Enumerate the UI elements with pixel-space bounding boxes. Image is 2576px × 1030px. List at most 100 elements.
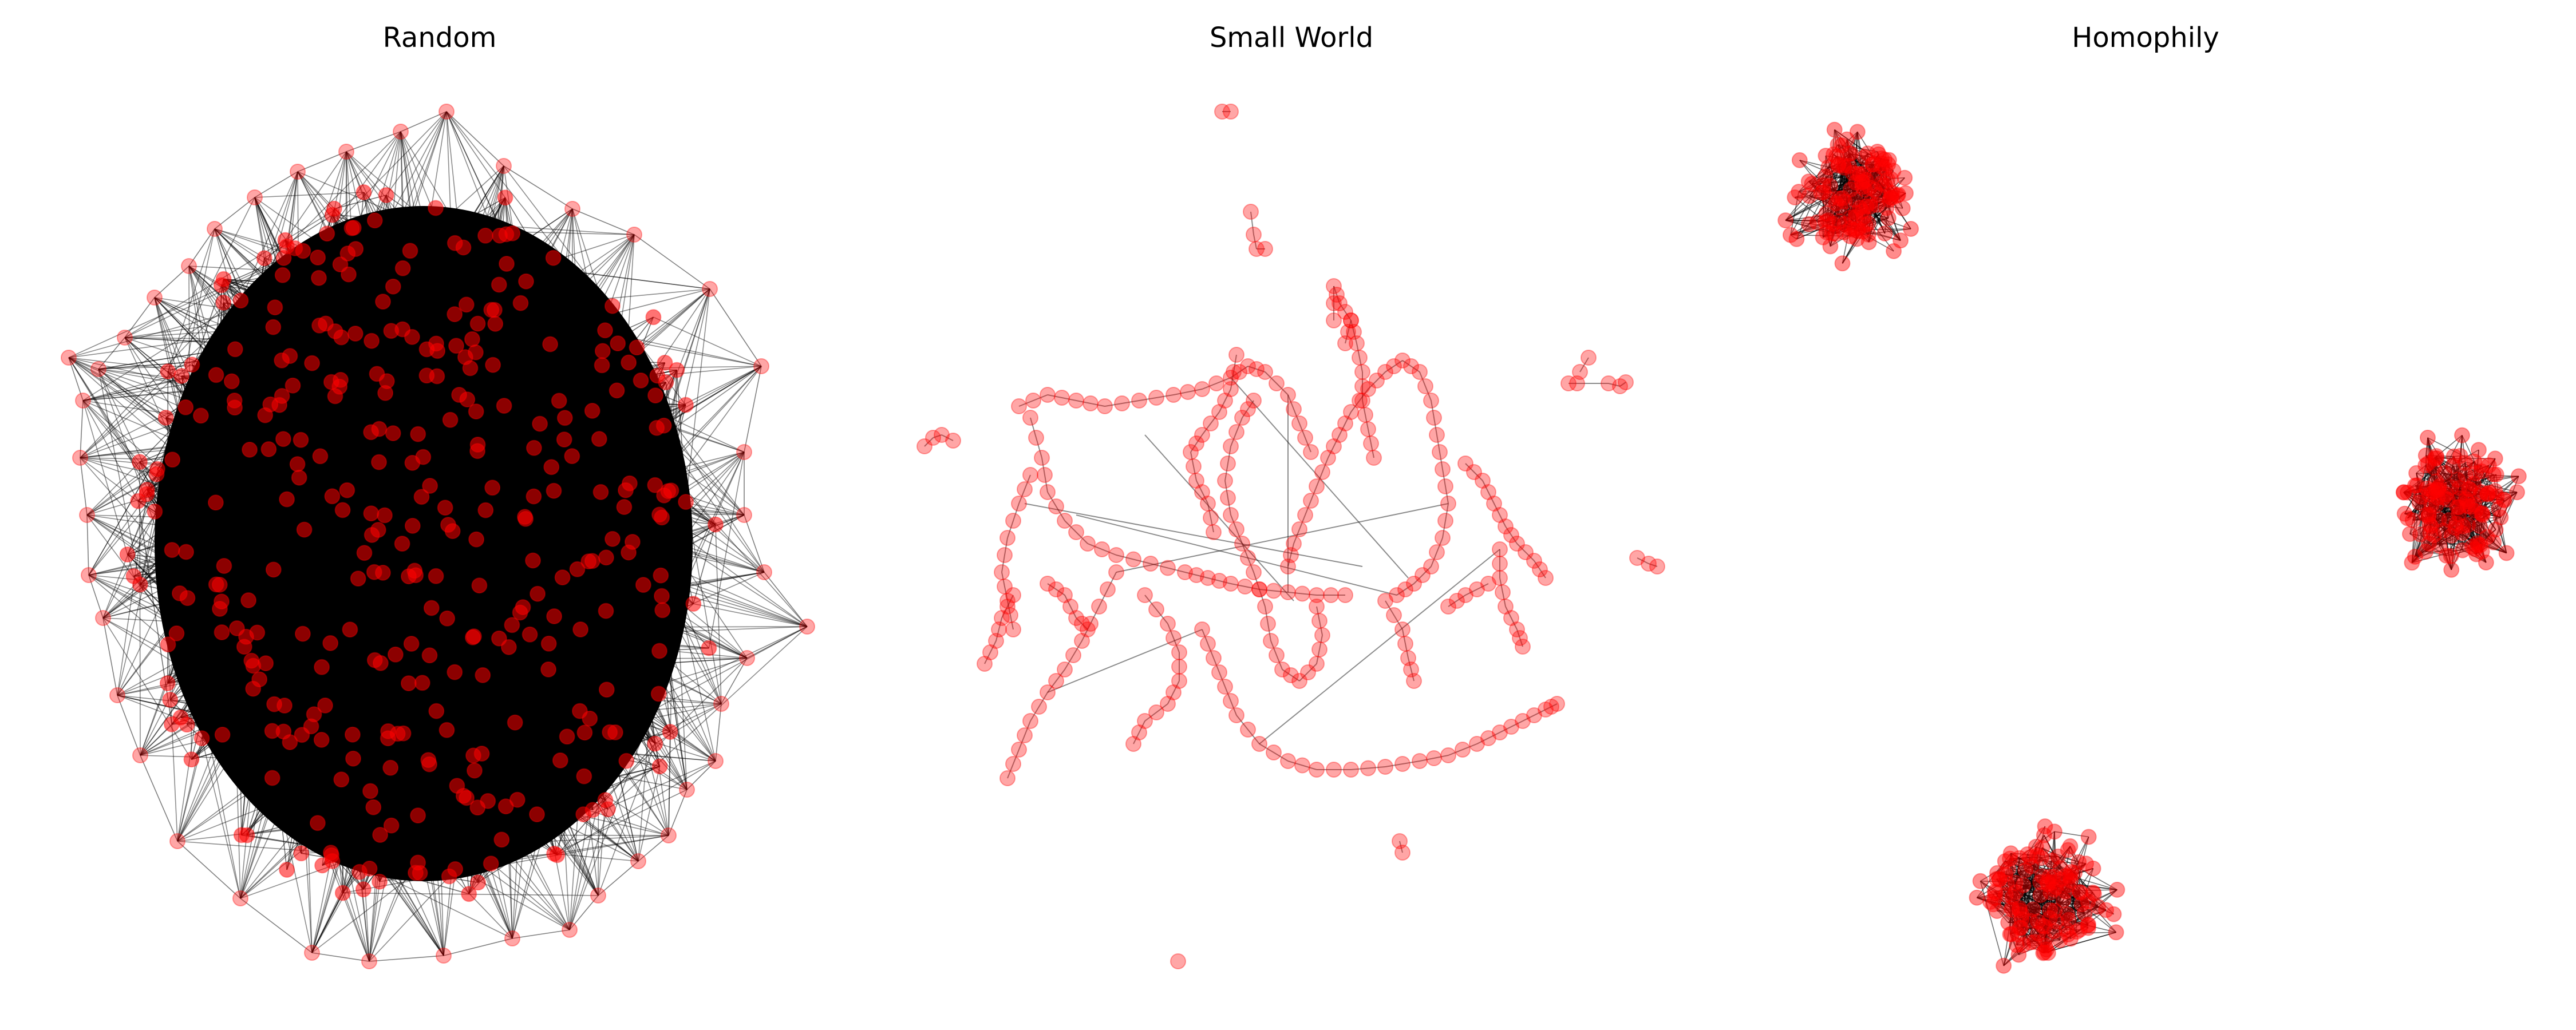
graph-node <box>1206 524 1222 540</box>
graph-node <box>1601 375 1617 391</box>
graph-edge <box>638 766 661 862</box>
graph-node <box>1581 350 1597 366</box>
graph-edge <box>201 738 241 899</box>
graph-node <box>147 503 163 520</box>
graph-node <box>1343 762 1359 778</box>
graph-edge <box>1850 228 1911 237</box>
graph-node <box>245 680 262 697</box>
graph-node <box>2055 892 2072 908</box>
graph-node <box>1469 736 1485 752</box>
graph-node <box>572 621 589 637</box>
graph-node <box>1274 661 1290 678</box>
graph-node <box>1082 616 1099 632</box>
graph-edge <box>1224 446 1231 481</box>
graph-edge <box>693 524 716 604</box>
graph-node <box>1040 576 1056 592</box>
graph-node <box>576 768 592 785</box>
graph-node <box>1148 704 1164 720</box>
graph-node <box>1234 410 1250 426</box>
graph-node <box>1188 567 1204 583</box>
graph-node <box>400 675 417 692</box>
graph-edge <box>1047 492 1065 521</box>
graph-node <box>2037 918 2053 935</box>
graph-node <box>1440 496 1456 512</box>
graph-node <box>1186 458 1202 474</box>
graph-node <box>556 431 572 448</box>
graph-node <box>1406 673 1422 689</box>
graph-node <box>1170 953 1186 969</box>
graph-node <box>626 227 642 243</box>
graph-edge <box>744 366 762 453</box>
graph-edge <box>1030 692 1048 722</box>
graph-node <box>1108 547 1124 563</box>
graph-node <box>468 531 485 548</box>
graph-node <box>1864 156 1881 173</box>
graph-edge <box>1299 423 1311 453</box>
graph-node <box>491 630 507 647</box>
graph-node <box>1492 556 1508 572</box>
random-dense-core <box>155 206 693 881</box>
graph-edge <box>1099 572 1117 607</box>
graph-edge <box>1144 434 1294 601</box>
graph-node <box>1435 461 1451 477</box>
graph-node <box>403 636 420 652</box>
graph-edge <box>240 898 313 953</box>
graph-edge <box>1001 537 1008 573</box>
graph-node <box>394 260 411 276</box>
graph-node <box>1040 484 1056 500</box>
graph-node <box>1194 621 1210 637</box>
graph-node <box>289 456 306 473</box>
graph-node <box>662 724 678 740</box>
graph-node <box>654 588 670 604</box>
graph-node <box>530 585 546 602</box>
graph-node <box>549 847 566 863</box>
graph-node <box>2478 554 2494 571</box>
graph-node <box>207 221 223 237</box>
panel-homophily: Homophily <box>1777 22 2527 974</box>
graph-node <box>468 403 484 420</box>
graph-node <box>756 564 772 580</box>
graph-node <box>239 827 255 843</box>
graph-edge <box>668 731 671 836</box>
graph-edge <box>1202 411 1220 435</box>
graph-edge <box>1448 595 1466 607</box>
graph-edge <box>1041 457 1048 493</box>
graph-node <box>493 831 510 848</box>
graph-node <box>1377 593 1393 609</box>
graph-node <box>275 723 292 740</box>
graph-edge <box>933 434 942 438</box>
graph-node <box>1251 581 1267 597</box>
graph-node <box>484 480 501 496</box>
graph-edge <box>214 197 255 229</box>
graph-node <box>132 747 148 763</box>
graph-node <box>677 397 694 413</box>
graph-edge <box>254 192 364 198</box>
graph-node <box>1492 541 1508 557</box>
graph-node <box>339 482 355 498</box>
graph-node <box>383 323 400 339</box>
graph-node <box>213 277 230 294</box>
graph-node <box>525 552 541 569</box>
graph-edge <box>1190 451 1197 481</box>
graph-node <box>436 948 452 964</box>
graph-node <box>61 350 77 366</box>
graph-edge <box>607 626 808 810</box>
graph-node <box>499 256 515 272</box>
graph-node <box>428 200 444 216</box>
graph-node <box>1251 581 1267 597</box>
graph-node <box>486 302 503 318</box>
graph-node <box>618 752 635 769</box>
graph-node <box>459 391 476 408</box>
graph-node <box>410 807 426 824</box>
graph-node <box>1354 393 1370 409</box>
graph-node <box>378 373 395 390</box>
graph-node <box>471 577 488 594</box>
graph-node <box>1641 556 1657 572</box>
graph-node <box>1860 226 1876 243</box>
graph-edge <box>1018 474 1031 504</box>
graph-edge <box>1064 520 1088 544</box>
graph-node <box>997 547 1013 563</box>
graph-node <box>393 124 409 140</box>
graph-node <box>1200 636 1216 652</box>
graph-node <box>1057 587 1073 603</box>
